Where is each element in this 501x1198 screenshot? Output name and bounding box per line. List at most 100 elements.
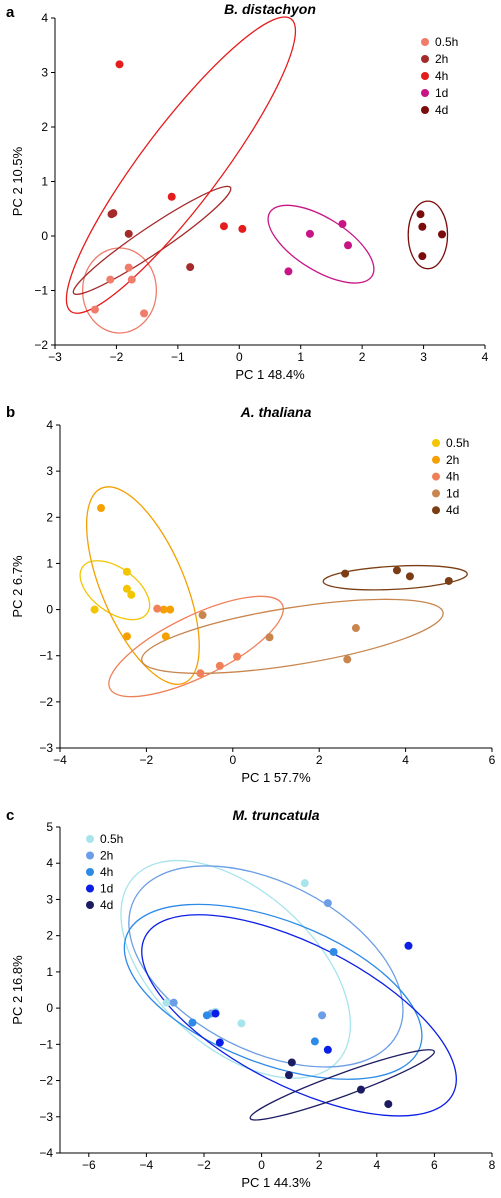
point-4d — [438, 230, 446, 239]
legend-marker — [432, 455, 440, 464]
legend-label: 0.5h — [100, 832, 123, 846]
panel-letter: b — [6, 404, 15, 421]
x-tick-label: 2 — [359, 350, 366, 364]
point-4d — [284, 1071, 293, 1080]
ellipse-0.5h — [79, 560, 151, 621]
legend-label: 1d — [446, 486, 459, 500]
point-2h — [159, 605, 168, 614]
y-tick-label: −3 — [39, 1110, 53, 1124]
point-4d — [287, 1058, 296, 1067]
point-1d — [338, 220, 347, 229]
point-1d — [344, 241, 353, 250]
point-0.5h — [122, 584, 131, 593]
x-tick-label: −3 — [48, 350, 62, 364]
x-tick-label: 4 — [482, 350, 489, 364]
y-tick-label: −1 — [39, 649, 53, 663]
x-axis-label: PC 1 44.3% — [241, 1175, 311, 1190]
x-tick-label: −4 — [140, 1158, 154, 1172]
point-4h — [188, 1018, 197, 1027]
x-tick-label: 0 — [258, 1158, 265, 1172]
panel-letter: c — [6, 807, 14, 824]
y-axis-label: PC 2 6.7% — [10, 555, 25, 618]
point-4h — [219, 222, 228, 231]
y-tick-label: −3 — [39, 741, 53, 755]
x-tick-label: −2 — [140, 753, 154, 767]
point-4d — [418, 252, 427, 261]
point-4h — [196, 669, 205, 678]
point-0.5h — [90, 605, 99, 614]
legend-marker — [421, 38, 429, 46]
y-tick-label: 2 — [46, 510, 53, 524]
point-1d — [404, 941, 413, 950]
point-4h — [153, 604, 162, 613]
y-tick-label: −1 — [39, 1037, 53, 1051]
chart-panel-b: b A. thaliana −4 −2 0 2 4 6 −3 −2 −1 0 1 2 3 4 PC 1 57.7… — [6, 404, 496, 785]
ellipse-0.5h — [120, 859, 352, 1079]
y-tick-label: 4 — [41, 11, 48, 25]
legend-label: 4h — [435, 69, 448, 83]
x-tick-label: 2 — [316, 1158, 323, 1172]
point-0.5h — [237, 1019, 246, 1028]
legend-marker — [86, 835, 94, 843]
point-1d — [284, 267, 293, 276]
legend: 0.5h 2h 4h 1d 4d — [421, 35, 458, 117]
chart-title: A. thaliana — [240, 404, 312, 420]
point-0.5h — [127, 275, 136, 284]
point-4d — [356, 1085, 365, 1094]
point-2h — [186, 263, 195, 272]
legend: 0.5h 2h 4h 1d 4d — [86, 832, 123, 912]
ellipse-4d — [249, 1049, 435, 1121]
point-4d — [416, 210, 425, 219]
x-tick-label: −2 — [197, 1158, 211, 1172]
ellipse-1d — [141, 598, 444, 674]
x-tick-label: 6 — [431, 1158, 438, 1172]
x-tick-label: 3 — [420, 350, 427, 364]
point-2h — [161, 632, 170, 641]
point-1d — [198, 611, 207, 620]
chart-title: M. truncatula — [232, 807, 319, 823]
point-4h — [115, 60, 124, 69]
legend-label: 1d — [100, 882, 113, 896]
point-4h — [167, 192, 176, 201]
point-0.5h — [162, 998, 171, 1007]
x-tick-label: −4 — [53, 753, 67, 767]
point-0.5h — [122, 567, 131, 576]
point-4h — [233, 652, 242, 661]
legend-label: 1d — [435, 86, 448, 100]
legend: 0.5h 2h 4h 1d 4d — [432, 436, 469, 517]
y-tick-label: 4 — [46, 418, 53, 432]
point-2h — [122, 632, 131, 641]
x-tick-label: −2 — [110, 350, 124, 364]
ellipse-2h — [128, 865, 404, 1068]
legend-marker — [421, 106, 429, 114]
y-tick-label: 3 — [41, 66, 48, 80]
legend-marker — [432, 489, 440, 498]
panel-letter: a — [6, 4, 15, 21]
point-4d — [392, 566, 401, 575]
ellipse-4h — [65, 16, 297, 314]
y-tick-label: −2 — [39, 1074, 53, 1088]
y-tick-label: 4 — [46, 856, 53, 870]
legend-marker — [86, 884, 94, 893]
legend-marker — [421, 89, 429, 97]
x-tick-label: 1 — [297, 350, 304, 364]
point-4d — [341, 569, 350, 578]
point-1d — [215, 1038, 224, 1047]
point-4d — [444, 576, 453, 585]
x-tick-label: −6 — [82, 1158, 96, 1172]
point-4d — [384, 1100, 393, 1109]
point-4h — [215, 661, 224, 670]
chart-panel-c: c M. truncatula −6 −4 −2 0 2 4 6 8 −4 −3 −2 −1 0 1 2 3 4 5 P… — [6, 807, 496, 1190]
y-tick-label: 5 — [46, 820, 53, 834]
y-tick-label: 3 — [46, 464, 53, 478]
y-tick-label: 1 — [41, 175, 48, 189]
ellipse-2h — [72, 185, 232, 296]
point-4d — [405, 572, 414, 581]
x-tick-label: 0 — [236, 350, 243, 364]
ellipse-2h — [85, 486, 200, 685]
x-tick-label: 0 — [229, 753, 236, 767]
legend-marker — [421, 72, 429, 80]
x-axis-label: PC 1 48.4% — [235, 367, 305, 382]
point-1d — [343, 655, 352, 664]
